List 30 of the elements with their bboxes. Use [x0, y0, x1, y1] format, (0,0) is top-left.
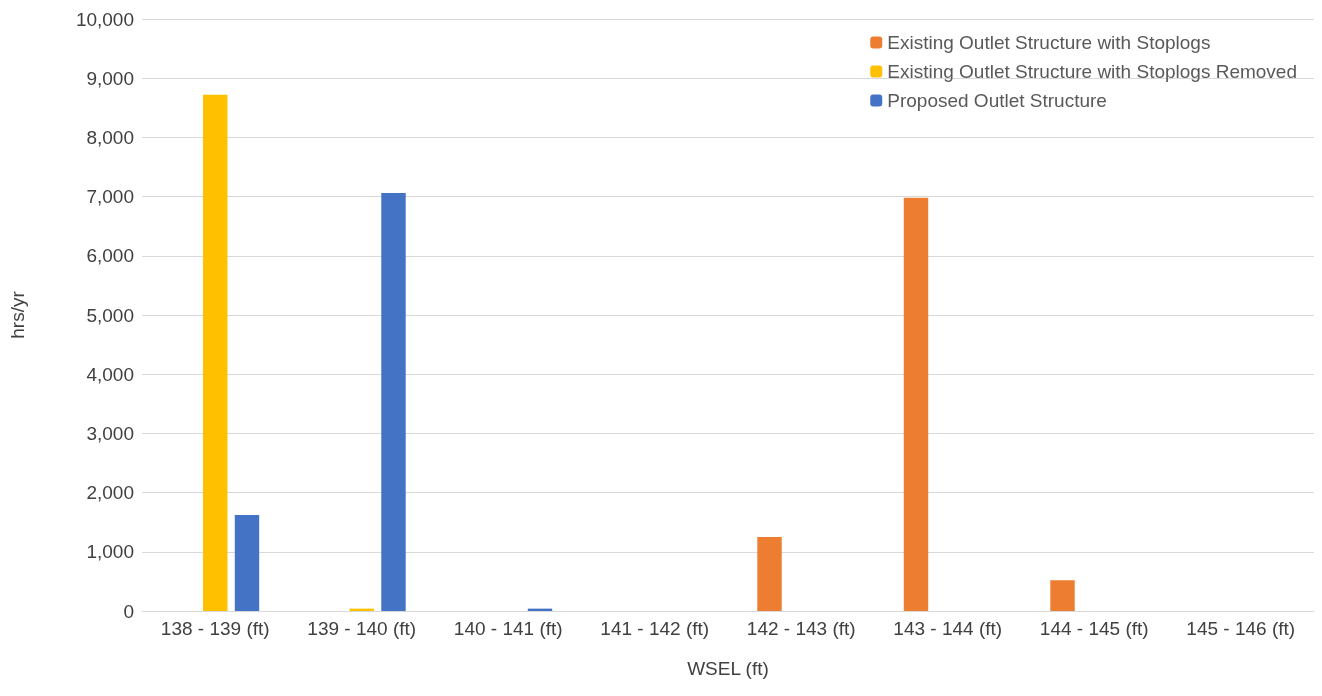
x-tick-label: 142 - 143 (ft): [746, 618, 856, 639]
y-tick-label: 0: [123, 600, 134, 622]
x-tick-label: 144 - 145 (ft): [1039, 618, 1149, 639]
bar: [903, 197, 929, 611]
bar: [1050, 580, 1075, 611]
x-tick-label: 143 - 144 (ft): [893, 618, 1003, 639]
y-tick-label: 2,000: [86, 482, 134, 504]
x-tick-label: 141 - 142 (ft): [600, 618, 710, 639]
x-tick-label: 138 - 139 (ft): [160, 618, 270, 639]
y-tick-label: 10,000: [75, 8, 134, 30]
y-tick-label: 1,000: [86, 541, 134, 563]
y-axis-title: hrs/yr: [7, 290, 28, 339]
x-tick-label: 145 - 146 (ft): [1186, 618, 1296, 639]
y-tick-label: 7,000: [86, 186, 134, 208]
y-tick-label: 8,000: [86, 126, 134, 148]
bar: [757, 537, 782, 611]
x-tick-label: 140 - 141 (ft): [453, 618, 563, 639]
y-tick-label: 3,000: [86, 422, 134, 444]
y-tick-label: 4,000: [86, 363, 134, 385]
bar: [234, 515, 260, 611]
bar: [381, 193, 406, 611]
x-axis-title: WSEL (ft): [687, 658, 769, 679]
bar: [203, 94, 228, 611]
y-tick-label: 6,000: [86, 245, 134, 267]
y-tick-label: 9,000: [86, 67, 134, 89]
legend-label: Proposed Outlet Structure: [887, 90, 1107, 111]
y-tick-label: 5,000: [86, 304, 134, 326]
legend-label: Existing Outlet Structure with Stoplogs: [887, 32, 1211, 53]
legend-label: Existing Outlet Structure with Stoplogs Removed: [887, 61, 1298, 82]
x-tick-label: 139 - 140 (ft): [307, 618, 417, 639]
